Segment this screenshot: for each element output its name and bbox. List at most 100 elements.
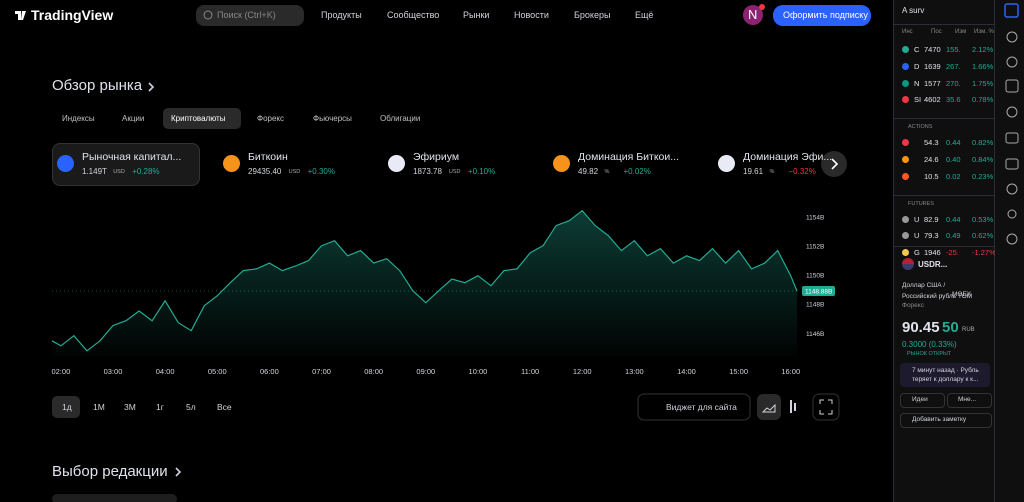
stream-icon[interactable]: [1007, 209, 1017, 219]
news-box[interactable]: [900, 363, 990, 387]
symbol-icon[interactable]: [902, 79, 909, 87]
y-tick-label: 1148B: [806, 302, 824, 309]
detail-symbol[interactable]: USDR...: [918, 260, 948, 269]
calendar-icon[interactable]: [1005, 79, 1019, 93]
symbol[interactable]: C: [914, 45, 920, 54]
symbol-icon[interactable]: [902, 215, 909, 223]
price-tail: 50: [942, 319, 959, 336]
subscribe-button[interactable]: [773, 5, 871, 26]
alerts-icon[interactable]: [1006, 31, 1018, 43]
active-tab-bg[interactable]: [163, 108, 241, 129]
ticker-icon: [718, 155, 735, 172]
candle-icon[interactable]: [790, 400, 792, 413]
range-button[interactable]: 1М: [93, 402, 105, 412]
range-button[interactable]: 1г: [156, 402, 164, 412]
ticker-change: +0.10%: [467, 167, 496, 176]
symbol-icon[interactable]: [902, 96, 909, 104]
symbol-icon[interactable]: [902, 172, 909, 180]
ticker-name[interactable]: Биткоин: [248, 151, 288, 163]
ticker-name[interactable]: Рыночная капитал...: [82, 151, 182, 163]
tab[interactable]: Криптовалюты: [171, 114, 226, 123]
mine-label[interactable]: Мне...: [958, 396, 977, 403]
active-range-bg[interactable]: [52, 396, 80, 418]
symbol[interactable]: SI: [914, 95, 922, 105]
ticker-name[interactable]: Эфириум: [413, 151, 460, 163]
symbol-icon[interactable]: [902, 156, 909, 163]
ideas-button[interactable]: [900, 393, 945, 408]
avatar-letter[interactable]: N: [748, 7, 758, 22]
hotlist-icon[interactable]: [1006, 56, 1018, 68]
section-title[interactable]: Обзор рынка: [52, 77, 143, 94]
note-button[interactable]: [900, 413, 992, 428]
symbol-icon[interactable]: [902, 249, 909, 257]
section-title[interactable]: Выбор редакции: [52, 463, 168, 480]
chat-icon[interactable]: [1005, 132, 1019, 144]
note-label[interactable]: Добавить заметку: [912, 416, 967, 423]
nav-link[interactable]: Продукты: [321, 10, 362, 20]
widget-label[interactable]: Виджет для сайта: [666, 402, 737, 412]
ticker-change: +0.30%: [307, 167, 335, 176]
nav-link[interactable]: Ещё: [635, 10, 654, 20]
widget-button[interactable]: [637, 393, 751, 421]
area-style-button[interactable]: [757, 394, 781, 420]
ticker-name[interactable]: Доминация Эфи...: [743, 151, 833, 163]
column-header: Изм. %: [974, 29, 994, 35]
range-button[interactable]: 5л: [186, 402, 196, 412]
watchlist-name[interactable]: A surv: [902, 6, 925, 15]
subscribe-label[interactable]: Оформить подписку: [783, 10, 868, 20]
ticker-card-active[interactable]: [52, 143, 200, 186]
change: 155.: [946, 45, 961, 54]
y-tick-label: 1152B: [806, 244, 824, 251]
last: 1577: [924, 78, 941, 88]
symbol-icon[interactable]: [902, 139, 909, 147]
symbol-icon[interactable]: [902, 46, 909, 53]
mine-button[interactable]: [947, 393, 992, 408]
tab[interactable]: Акции: [122, 114, 145, 123]
news[interactable]: 7 минут назад · Рубль теряет к доллару к…: [912, 367, 979, 383]
change-pct: 1.66%: [972, 61, 994, 71]
range-button[interactable]: 3М: [124, 402, 136, 412]
change-pct: -1.27%: [972, 248, 996, 258]
search-placeholder[interactable]: Поиск (Ctrl+K): [217, 10, 276, 20]
notifications-icon[interactable]: [1006, 233, 1018, 245]
candle-icon[interactable]: [794, 403, 796, 411]
symbol[interactable]: G: [914, 248, 920, 258]
logo[interactable]: TradingView: [31, 7, 114, 23]
fullscreen-button[interactable]: [812, 393, 840, 421]
last: 1946: [924, 248, 941, 258]
editors-card[interactable]: [52, 494, 177, 502]
last-price-box: [802, 285, 835, 296]
scroll-right-button[interactable]: [821, 151, 847, 177]
tab[interactable]: Форекс: [257, 114, 285, 123]
description: Доллар США / Российский рубль TOM: [902, 282, 973, 300]
tab[interactable]: Индексы: [62, 114, 95, 123]
nav-link[interactable]: Новости: [514, 10, 549, 20]
ideas-icon[interactable]: [1006, 106, 1018, 118]
symbol[interactable]: D: [914, 61, 920, 71]
change: 0.02: [946, 171, 961, 181]
range-button[interactable]: 1д: [62, 402, 72, 412]
nav-link[interactable]: Сообщество: [387, 10, 440, 20]
symbol[interactable]: N: [914, 78, 920, 88]
symbol[interactable]: U: [914, 214, 920, 224]
nav-link[interactable]: Рынки: [463, 10, 490, 20]
help-icon[interactable]: [1006, 183, 1018, 195]
search-box[interactable]: [196, 5, 304, 26]
symbol-icon[interactable]: [902, 232, 909, 240]
ticker-name[interactable]: Доминация Биткои...: [578, 151, 680, 163]
ticker-value: 49.82: [578, 167, 599, 176]
watchlist-icon[interactable]: [1004, 3, 1019, 18]
logo-icon[interactable]: [15, 11, 26, 20]
symbol[interactable]: U: [914, 231, 920, 241]
range-button[interactable]: Все: [217, 402, 232, 412]
nav-link[interactable]: Брокеры: [574, 10, 611, 20]
symbol-icon[interactable]: [902, 62, 909, 70]
avatar[interactable]: [743, 5, 763, 25]
title-chevron: [175, 467, 182, 477]
tab[interactable]: Фьючерсы: [313, 114, 352, 123]
last: 1639: [924, 61, 941, 71]
messages-icon[interactable]: [1005, 158, 1019, 170]
tab[interactable]: Облигации: [380, 114, 421, 123]
ideas-label[interactable]: Идеи: [912, 396, 928, 403]
notification-dot: [759, 4, 765, 10]
